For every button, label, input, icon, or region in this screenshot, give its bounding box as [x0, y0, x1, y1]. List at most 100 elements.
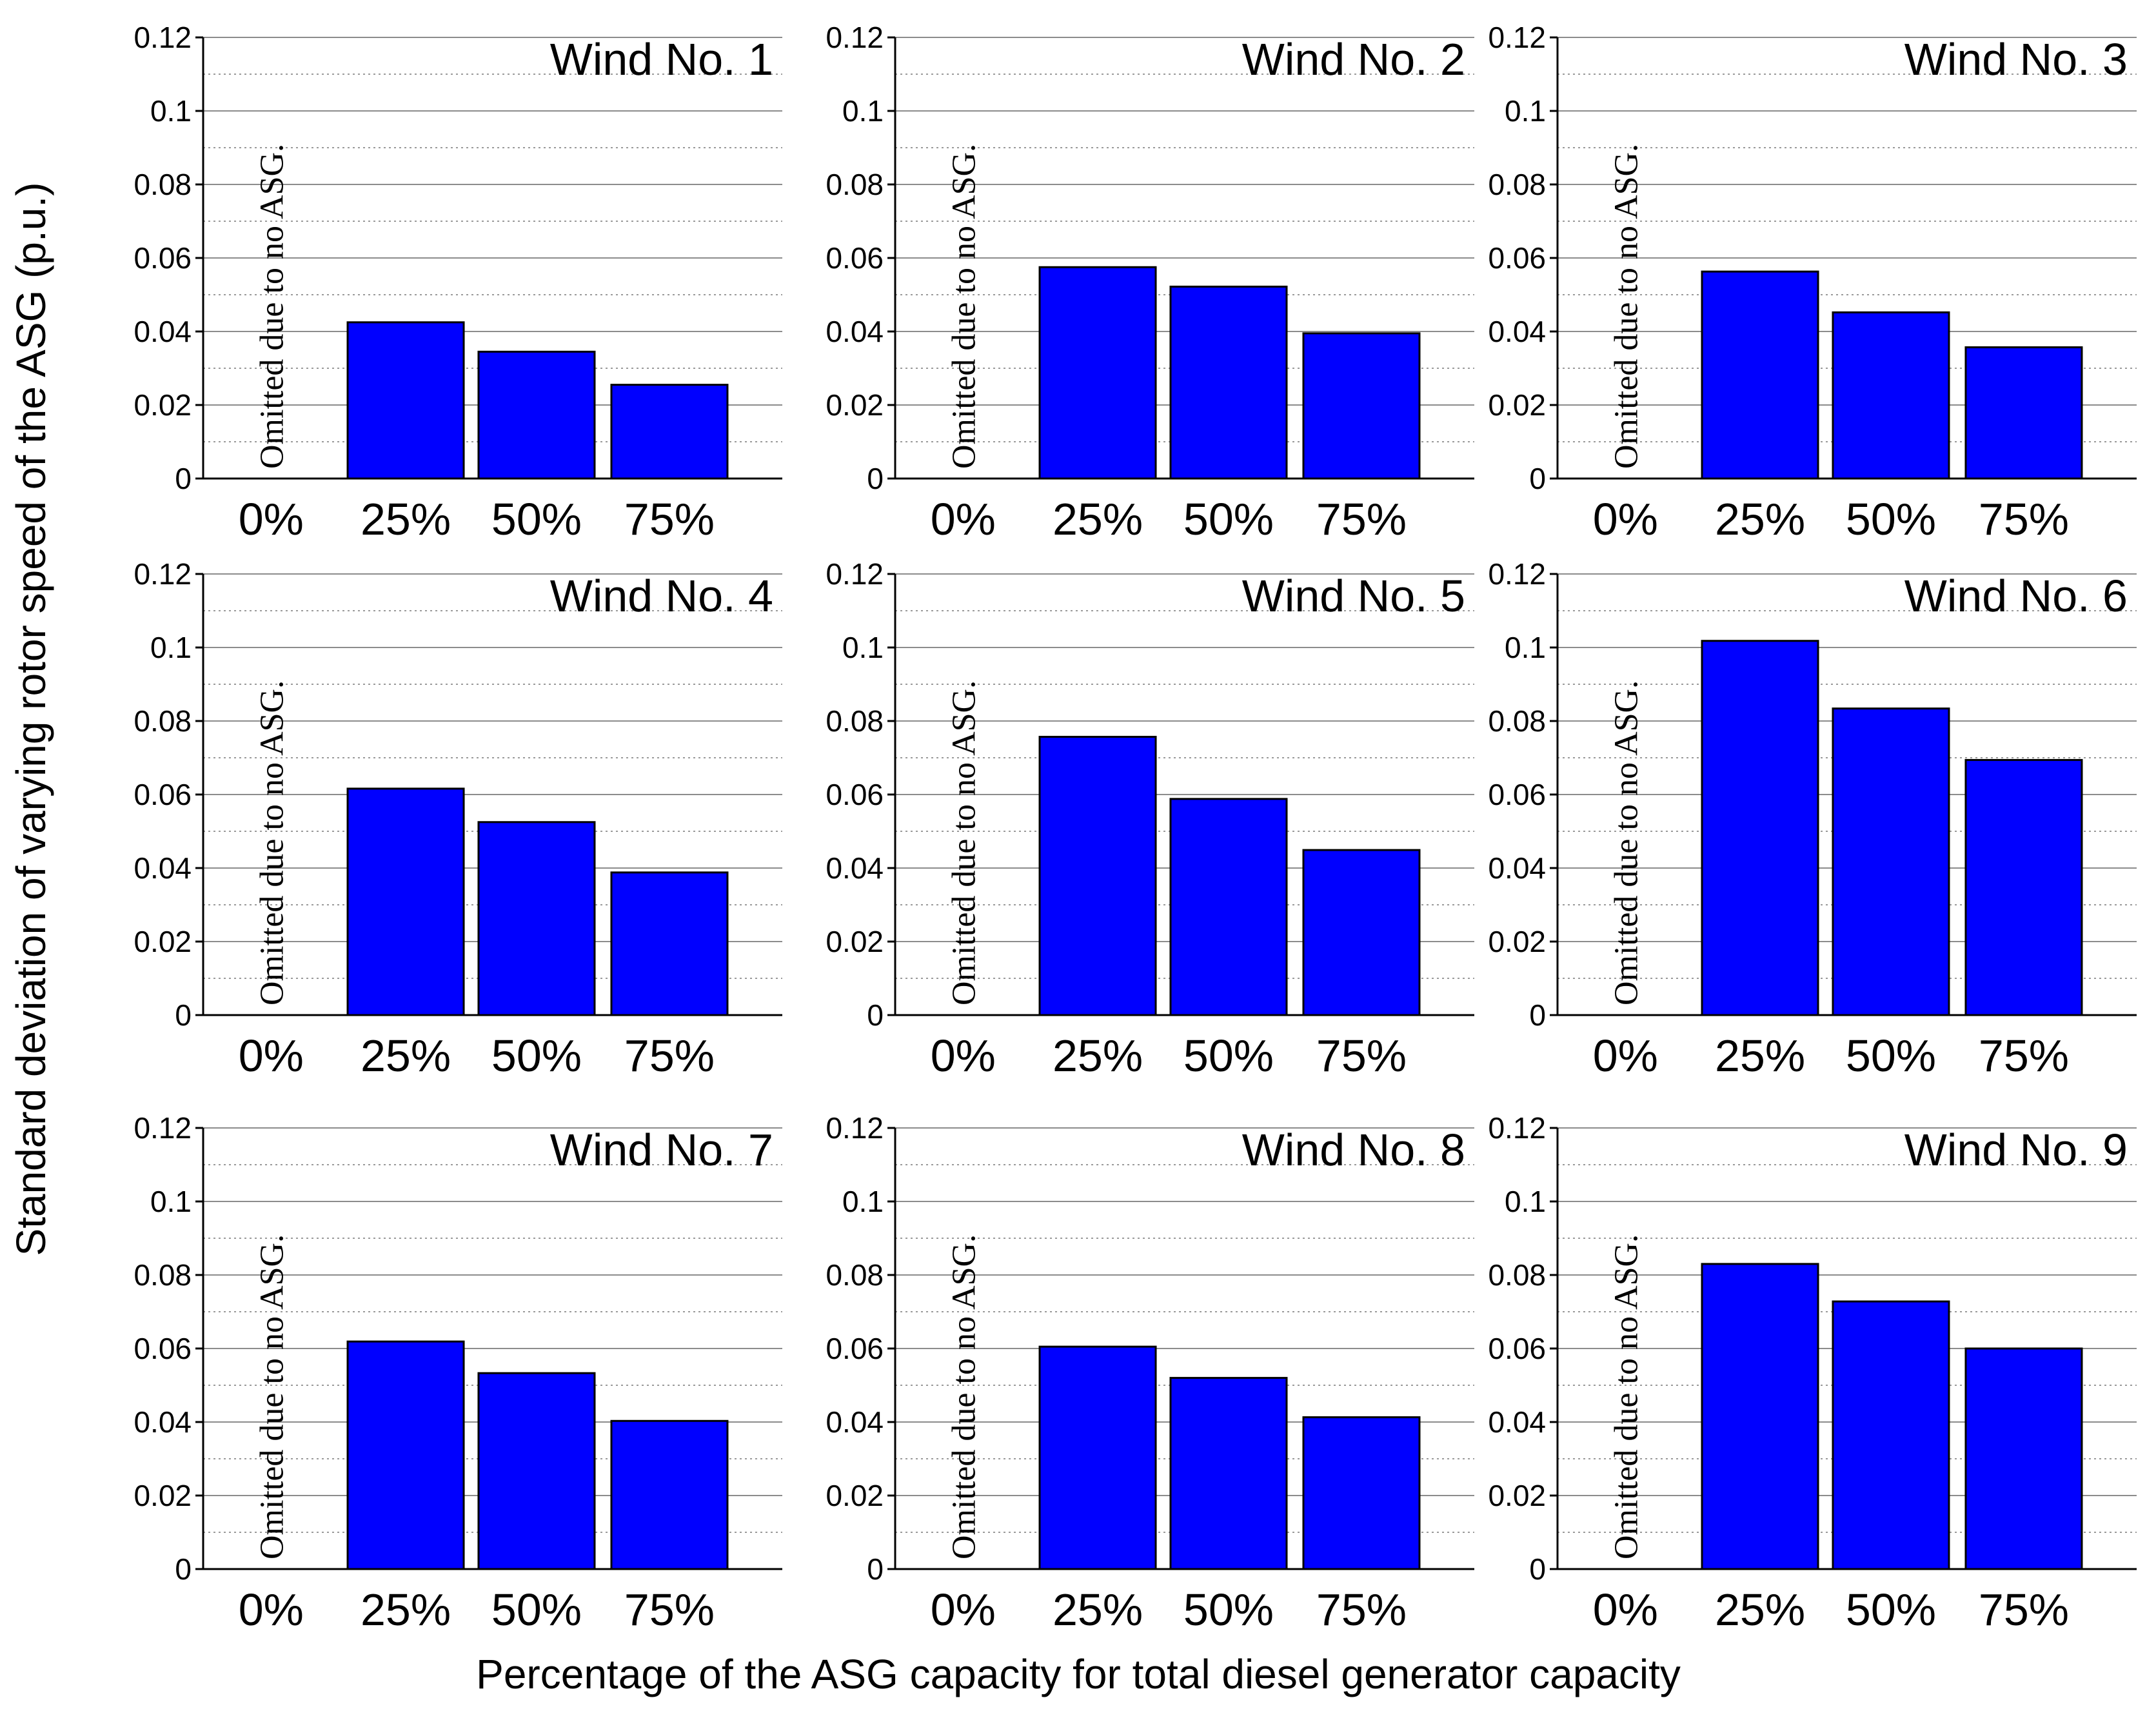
x-tick-label: 0% [931, 494, 996, 544]
y-tick-label: 0.04 [826, 315, 884, 348]
omitted-note: Omitted due to no ASG. [945, 1234, 982, 1559]
bar-25pct [1038, 1345, 1157, 1570]
y-tick-label: 0 [1529, 998, 1546, 1032]
y-tick-label: 0.12 [134, 21, 192, 54]
y-tick-label: 0.1 [150, 1185, 192, 1218]
panel-3: 0 0.02 0.04 0.06 0.08 0.1 0.12 0% 25% 50% 75% Omitt… [1488, 21, 2137, 544]
y-tick-label: 0.08 [134, 168, 192, 201]
x-tick-label: 75% [1979, 1585, 2069, 1635]
x-tick-label: 75% [1316, 1031, 1407, 1081]
bar-75pct [610, 871, 729, 1016]
omitted-note: Omitted due to no ASG. [253, 680, 290, 1005]
panel-2: 0 0.02 0.04 0.06 0.08 0.1 0.12 0% 25% 50% 75% Omitt… [826, 21, 1474, 544]
panel-1: 0 0.02 0.04 0.06 0.08 0.1 0.12 0% 25% 50% 75% Omitt… [134, 21, 782, 544]
x-tick-label: 0% [1593, 494, 1658, 544]
y-tick-label: 0.12 [1488, 21, 1546, 54]
x-tick-label: 50% [1183, 494, 1274, 544]
y-tick-label: 0 [1529, 1552, 1546, 1586]
y-tick-label: 0.1 [1505, 1185, 1546, 1218]
y-tick-label: 0.08 [826, 1258, 884, 1292]
panel-title: Wind No. 7 [550, 1125, 773, 1175]
bar-25pct [1701, 1263, 1819, 1570]
x-tick-label: 75% [1316, 494, 1407, 544]
y-tick-label: 0.12 [826, 1111, 884, 1145]
y-tick-label: 0.08 [826, 168, 884, 201]
y-tick-label: 0.06 [134, 1332, 192, 1365]
y-tick-label: 0.1 [842, 631, 884, 664]
y-tick-label: 0 [175, 1552, 192, 1586]
y-tick-label: 0.12 [134, 557, 192, 591]
y-tick-label: 0.04 [1488, 315, 1546, 348]
y-tick-label: 0 [175, 462, 192, 495]
bar-50pct [477, 1372, 596, 1570]
y-tick-label: 0.06 [826, 1332, 884, 1365]
bar-75pct [1964, 346, 2083, 480]
x-tick-label: 25% [1053, 494, 1143, 544]
panel-9: 0 0.02 0.04 0.06 0.08 0.1 0.12 0% 25% 50% 75% Omitt… [1488, 1111, 2137, 1635]
x-tick-label: 0% [1593, 1585, 1658, 1635]
y-tick-label: 0.1 [150, 94, 192, 128]
y-tick-label: 0.06 [1488, 1332, 1546, 1365]
x-tick-label: 25% [1053, 1585, 1143, 1635]
bar-50pct [1832, 707, 1950, 1016]
bar-50pct [477, 350, 596, 480]
x-tick-label: 75% [624, 1031, 715, 1081]
panel-title: Wind No. 5 [1242, 571, 1465, 621]
panel-title: Wind No. 4 [550, 571, 773, 621]
y-tick-label: 0.02 [826, 1479, 884, 1512]
omitted-note: Omitted due to no ASG. [253, 1234, 290, 1559]
x-axis-title: Percentage of the ASG capacity for total… [476, 1651, 1681, 1697]
y-tick-label: 0.08 [1488, 1258, 1546, 1292]
y-tick-label: 0.02 [1488, 388, 1546, 422]
bar-50pct [1169, 285, 1288, 480]
bar-75pct [1964, 1347, 2083, 1570]
y-tick-label: 0.1 [150, 631, 192, 664]
bar-25pct [1038, 266, 1157, 480]
panel-title: Wind No. 1 [550, 34, 773, 84]
x-tick-label: 25% [1715, 1031, 1805, 1081]
y-tick-label: 0.02 [134, 1479, 192, 1512]
y-tick-label: 0 [867, 998, 884, 1032]
x-tick-label: 75% [1316, 1585, 1407, 1635]
x-tick-label: 50% [491, 494, 582, 544]
x-tick-label: 25% [361, 494, 451, 544]
panel-title: Wind No. 2 [1242, 34, 1465, 84]
x-tick-label: 50% [1846, 1031, 1936, 1081]
x-tick-label: 25% [1715, 494, 1805, 544]
y-tick-label: 0.04 [1488, 851, 1546, 885]
x-tick-label: 50% [491, 1031, 582, 1081]
bar-25pct [346, 787, 465, 1016]
panels: 0 0.02 0.04 0.06 0.08 0.1 0.12 0% 25% 50% 75% Omitt… [134, 21, 2137, 1635]
x-tick-label: 50% [1183, 1031, 1274, 1081]
panel-title: Wind No. 6 [1904, 571, 2128, 621]
panel-title: Wind No. 9 [1904, 1125, 2128, 1175]
bar-25pct [346, 321, 465, 480]
y-tick-label: 0.06 [826, 778, 884, 811]
bar-75pct [1302, 849, 1421, 1016]
x-tick-label: 50% [491, 1585, 582, 1635]
x-tick-label: 25% [1053, 1031, 1143, 1081]
panel-6: 0 0.02 0.04 0.06 0.08 0.1 0.12 0% 25% 50% 75% Omitt… [1488, 557, 2137, 1081]
y-tick-label: 0.02 [826, 388, 884, 422]
y-tick-label: 0.12 [1488, 1111, 1546, 1145]
panel-8: 0 0.02 0.04 0.06 0.08 0.1 0.12 0% 25% 50% 75% Omitt… [826, 1111, 1474, 1635]
x-tick-label: 0% [1593, 1031, 1658, 1081]
y-tick-label: 0.06 [1488, 241, 1546, 275]
y-tick-label: 0 [175, 998, 192, 1032]
y-tick-label: 0.1 [1505, 631, 1546, 664]
bar-25pct [346, 1340, 465, 1570]
omitted-note: Omitted due to no ASG. [1608, 144, 1645, 469]
bar-75pct [610, 1419, 729, 1570]
bar-25pct [1038, 736, 1157, 1016]
y-tick-label: 0.04 [134, 315, 192, 348]
bar-75pct [1302, 1416, 1421, 1570]
y-tick-label: 0.04 [826, 851, 884, 885]
y-tick-label: 0.04 [134, 1405, 192, 1439]
panel-4: 0 0.02 0.04 0.06 0.08 0.1 0.12 0% 25% 50% 75% Omitt… [134, 557, 782, 1081]
y-tick-label: 0.04 [1488, 1405, 1546, 1439]
bar-25pct [1701, 270, 1819, 480]
bar-75pct [610, 384, 729, 480]
bar-75pct [1964, 758, 2083, 1016]
y-tick-label: 0.02 [1488, 925, 1546, 958]
omitted-note: Omitted due to no ASG. [1608, 1234, 1645, 1559]
